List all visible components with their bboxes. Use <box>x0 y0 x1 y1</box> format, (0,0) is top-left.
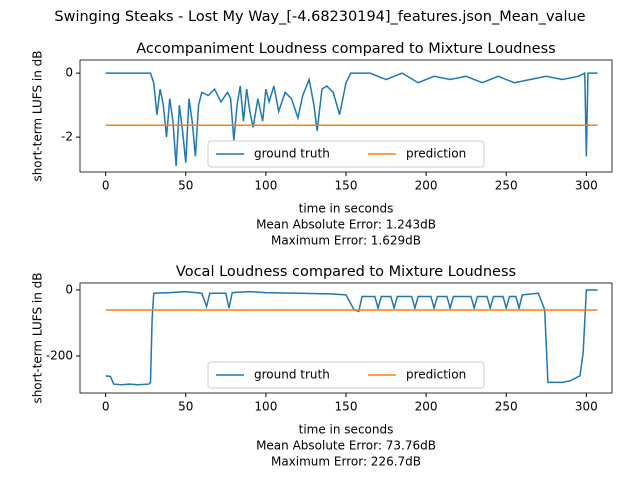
legend-box <box>207 361 485 389</box>
y-tick-label: 0 <box>65 66 73 80</box>
annotation: Maximum Error: 226.7dB <box>271 455 421 469</box>
x-tick-label: 0 <box>102 400 110 414</box>
y-tick-label: -2 <box>61 130 73 144</box>
x-tick-label: 50 <box>178 400 193 414</box>
x-tick-label: 300 <box>575 400 598 414</box>
annotation: Mean Absolute Error: 1.243dB <box>256 218 436 232</box>
data-line <box>105 289 598 386</box>
plot-area <box>105 71 598 166</box>
x-tick-label: 250 <box>495 400 518 414</box>
x-axis-label: time in seconds <box>299 423 394 437</box>
x-tick-label: 100 <box>254 400 277 414</box>
x-tick-label: 100 <box>254 179 277 193</box>
y-axis-label: short-term LUFS in dB <box>31 50 45 181</box>
annotation: Maximum Error: 1.629dB <box>271 234 421 248</box>
legend-label: prediction <box>406 368 466 382</box>
x-tick-label: 0 <box>102 179 110 193</box>
y-tick-label: -200 <box>46 349 73 363</box>
x-tick-label: 200 <box>415 400 438 414</box>
axes-frame <box>79 282 613 394</box>
x-tick-label: 150 <box>335 179 358 193</box>
x-tick-label: 250 <box>495 179 518 193</box>
legend-label: ground truth <box>254 368 330 382</box>
figure-title: Swinging Steaks - Lost My Way_[-4.682301… <box>54 9 585 25</box>
axes-frame <box>79 59 613 173</box>
legend-label: ground truth <box>254 147 330 161</box>
x-tick-label: 50 <box>178 179 193 193</box>
y-tick-label: 0 <box>65 282 73 296</box>
legend-box <box>207 140 485 168</box>
x-axis-label: time in seconds <box>299 202 394 216</box>
x-tick-label: 150 <box>335 400 358 414</box>
plot-area <box>105 289 598 386</box>
chart-title: Vocal Loudness compared to Mixture Loudn… <box>176 264 516 280</box>
legend-label: prediction <box>406 147 466 161</box>
y-axis-label: short-term LUFS in dB <box>31 272 45 403</box>
x-tick-label: 200 <box>415 179 438 193</box>
annotation: Mean Absolute Error: 73.76dB <box>256 439 436 453</box>
data-line <box>105 71 598 166</box>
x-tick-label: 300 <box>575 179 598 193</box>
chart-title: Accompaniment Loudness compared to Mixtu… <box>136 41 555 57</box>
